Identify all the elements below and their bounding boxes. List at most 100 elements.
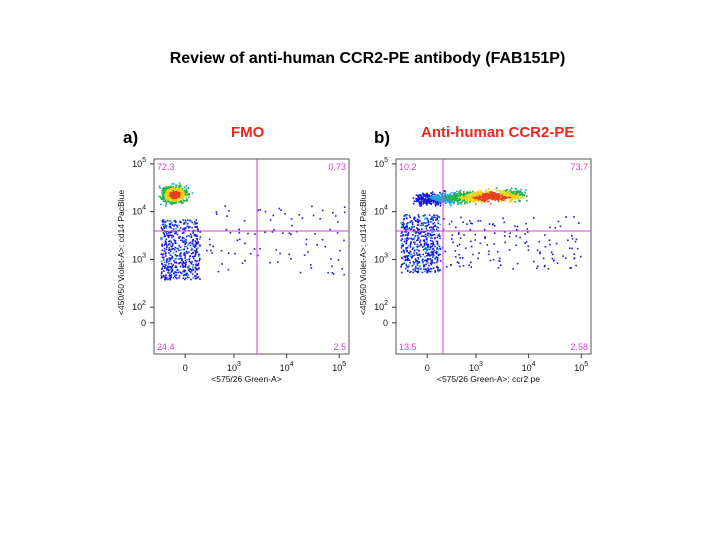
event-dot bbox=[425, 247, 428, 249]
event-dot bbox=[196, 238, 199, 241]
event-dot bbox=[423, 240, 426, 243]
event-dot bbox=[421, 246, 424, 248]
event-dot bbox=[552, 259, 555, 262]
event-dot bbox=[473, 192, 475, 195]
event-dot bbox=[189, 244, 192, 247]
event-dot bbox=[493, 193, 496, 195]
event-dot bbox=[163, 188, 165, 191]
event-dot bbox=[172, 186, 174, 189]
event-dot bbox=[443, 200, 446, 202]
event-dot bbox=[444, 250, 447, 253]
event-dot bbox=[427, 244, 430, 246]
event-dot bbox=[410, 270, 412, 273]
event-dot bbox=[452, 196, 455, 199]
event-dot bbox=[238, 228, 240, 231]
event-dot bbox=[403, 251, 405, 254]
event-dot bbox=[164, 240, 167, 242]
event-dot bbox=[525, 241, 528, 243]
event-dot bbox=[175, 232, 177, 234]
event-dot bbox=[490, 190, 493, 193]
event-dot bbox=[497, 200, 500, 203]
event-dot bbox=[501, 197, 503, 199]
event-dot bbox=[480, 199, 483, 201]
event-dot bbox=[497, 196, 500, 198]
event-dot bbox=[225, 228, 228, 231]
event-dot bbox=[462, 195, 465, 198]
event-dot bbox=[178, 277, 180, 279]
event-dot bbox=[271, 231, 274, 233]
event-dot bbox=[510, 190, 512, 192]
event-dot bbox=[183, 265, 186, 268]
event-dot bbox=[500, 193, 503, 196]
event-dot bbox=[167, 244, 170, 246]
event-dot bbox=[430, 237, 432, 239]
event-dot bbox=[520, 188, 522, 191]
event-dot bbox=[164, 278, 166, 281]
event-dot bbox=[171, 248, 173, 251]
event-dot bbox=[422, 253, 425, 256]
event-dot bbox=[486, 195, 488, 198]
event-dot bbox=[166, 187, 168, 190]
event-dot bbox=[516, 262, 519, 265]
event-dot bbox=[160, 226, 163, 229]
event-dot bbox=[493, 192, 496, 194]
event-dot bbox=[444, 193, 447, 196]
event-dot bbox=[434, 269, 436, 272]
event-dot bbox=[429, 240, 432, 242]
event-dot bbox=[451, 199, 453, 202]
event-dot bbox=[196, 268, 198, 271]
event-dot bbox=[161, 268, 163, 270]
event-dot bbox=[428, 201, 430, 204]
event-dot bbox=[459, 189, 462, 192]
event-dot bbox=[436, 257, 439, 260]
event-dot bbox=[426, 196, 429, 199]
event-dot bbox=[432, 254, 435, 257]
event-dot bbox=[499, 200, 502, 203]
event-dot bbox=[430, 234, 432, 237]
event-dot bbox=[182, 231, 185, 234]
event-dot bbox=[502, 197, 504, 200]
event-dot bbox=[165, 267, 168, 270]
event-dot bbox=[173, 225, 175, 227]
event-dot bbox=[183, 186, 186, 189]
event-dot bbox=[450, 195, 453, 197]
event-dot bbox=[163, 190, 166, 193]
event-dot bbox=[413, 238, 415, 240]
event-dot bbox=[487, 200, 489, 203]
event-dot bbox=[188, 226, 191, 228]
event-dot bbox=[183, 269, 186, 271]
event-dot bbox=[493, 225, 496, 227]
event-dot bbox=[169, 186, 171, 189]
event-dot bbox=[188, 242, 191, 245]
event-dot bbox=[518, 191, 520, 193]
event-dot bbox=[452, 198, 455, 200]
event-dot bbox=[178, 229, 181, 232]
event-dot bbox=[288, 253, 291, 256]
event-dot bbox=[445, 265, 448, 268]
event-dot bbox=[512, 193, 515, 195]
event-dot bbox=[439, 191, 441, 194]
event-dot bbox=[449, 193, 452, 195]
event-dot bbox=[504, 199, 506, 202]
event-dot bbox=[174, 191, 176, 193]
event-dot bbox=[429, 270, 432, 273]
event-dot bbox=[343, 206, 346, 209]
event-dot bbox=[503, 193, 505, 195]
event-dot bbox=[181, 259, 183, 262]
event-dot bbox=[168, 189, 171, 191]
event-dot bbox=[413, 229, 416, 232]
event-dot bbox=[416, 197, 419, 200]
event-dot bbox=[195, 243, 197, 246]
event-dot bbox=[404, 214, 407, 216]
event-dot bbox=[468, 195, 470, 198]
event-dot bbox=[413, 254, 416, 256]
event-dot bbox=[175, 184, 178, 187]
event-dot bbox=[450, 201, 452, 204]
event-dot bbox=[502, 194, 504, 196]
event-dot bbox=[508, 201, 511, 203]
event-dot bbox=[417, 219, 420, 222]
event-dot bbox=[455, 226, 457, 229]
event-dot bbox=[415, 194, 418, 197]
event-dot bbox=[163, 265, 166, 268]
event-dot bbox=[161, 249, 164, 252]
